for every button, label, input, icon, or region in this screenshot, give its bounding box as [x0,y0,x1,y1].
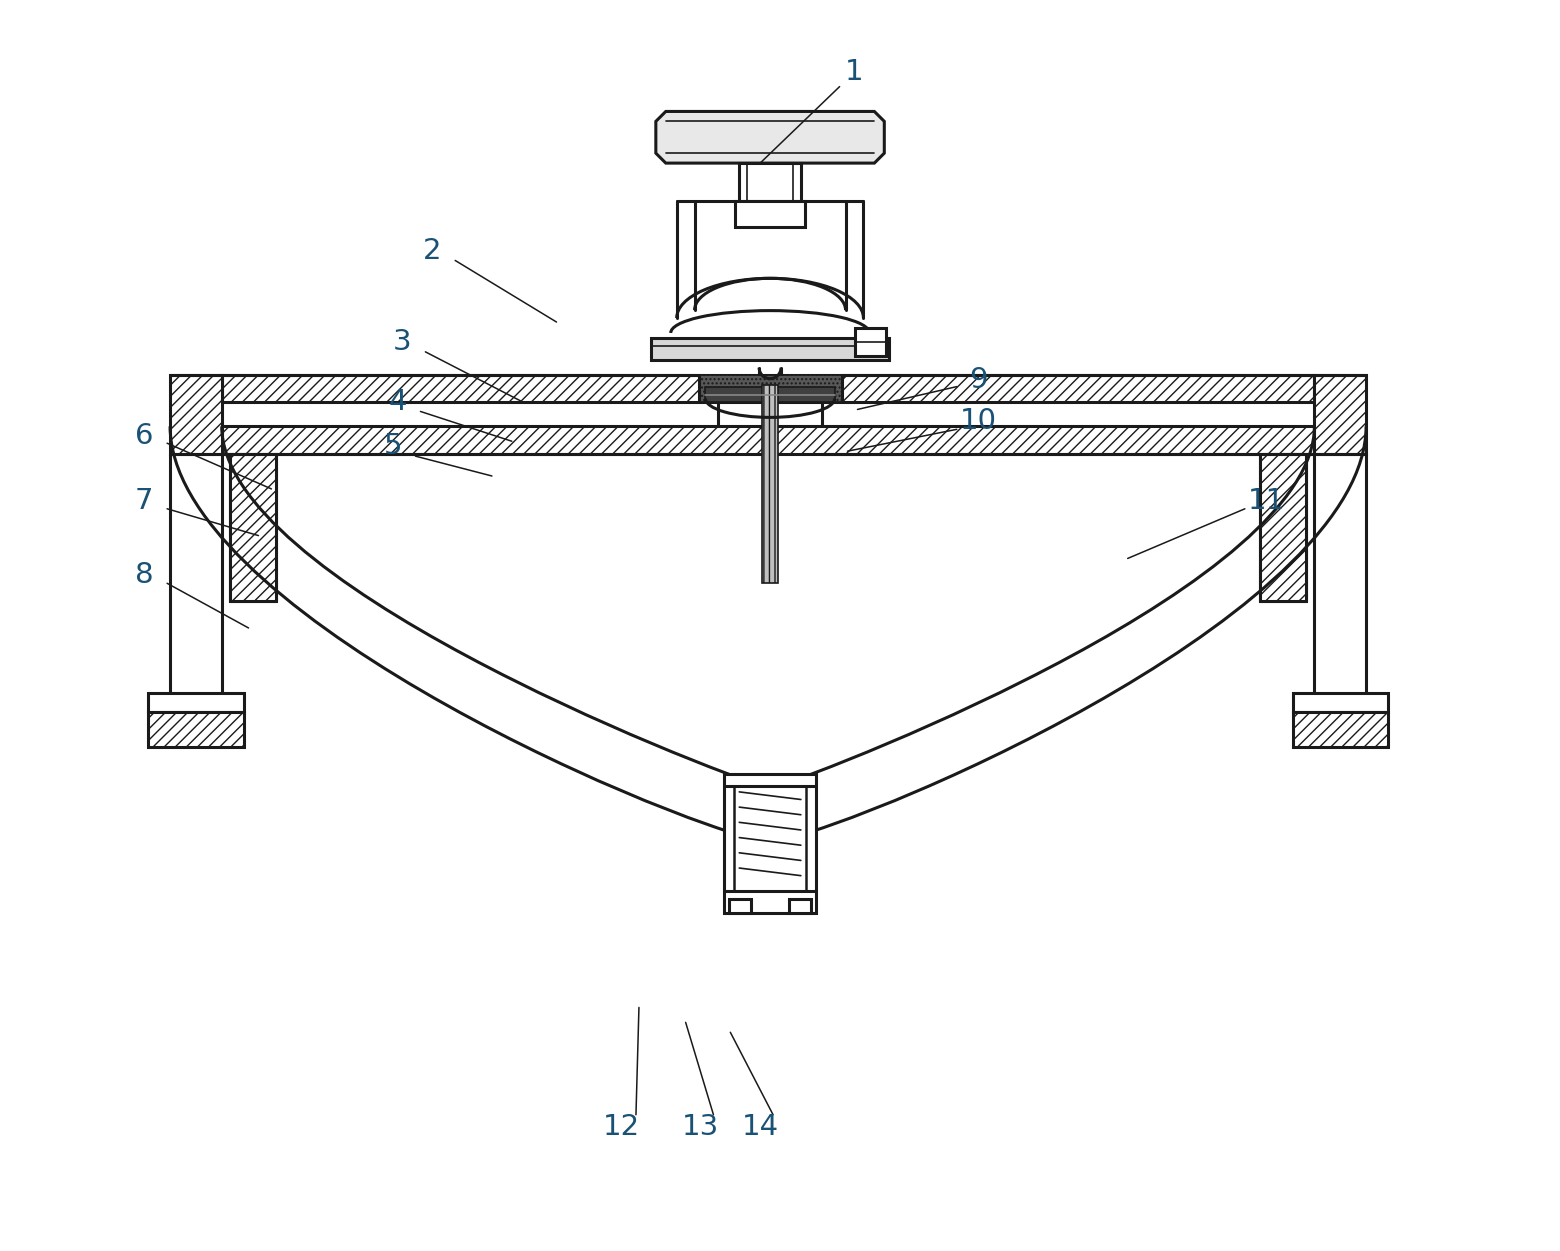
Text: 1: 1 [846,58,864,86]
Text: 6: 6 [136,423,153,450]
Polygon shape [655,111,885,163]
Text: 3: 3 [393,328,412,355]
Bar [855,328,886,355]
Bar [789,899,811,913]
Bar [730,899,752,913]
Text: 11: 11 [1248,487,1285,515]
Text: 12: 12 [602,1112,640,1141]
Text: 9: 9 [969,365,987,394]
Bar [148,693,243,712]
Bar [1293,712,1388,747]
Bar [1315,375,1367,454]
Bar [1293,693,1388,712]
Text: 8: 8 [136,562,153,589]
Text: 14: 14 [741,1112,778,1141]
Bar [229,454,276,602]
Text: 10: 10 [959,408,997,435]
Bar [1260,454,1306,602]
Bar [222,427,1315,454]
Text: 5: 5 [384,432,402,460]
Bar [699,375,841,403]
Bar [735,201,805,226]
Bar [651,338,889,360]
Bar [763,384,778,583]
Bar [739,163,800,201]
Bar [222,375,1315,403]
Bar [724,774,816,913]
Bar [148,712,243,747]
Text: 4: 4 [388,388,407,415]
Bar [705,387,835,403]
Text: 13: 13 [682,1112,719,1141]
Bar [170,375,222,454]
Text: 7: 7 [136,487,153,515]
Text: 2: 2 [423,236,441,264]
